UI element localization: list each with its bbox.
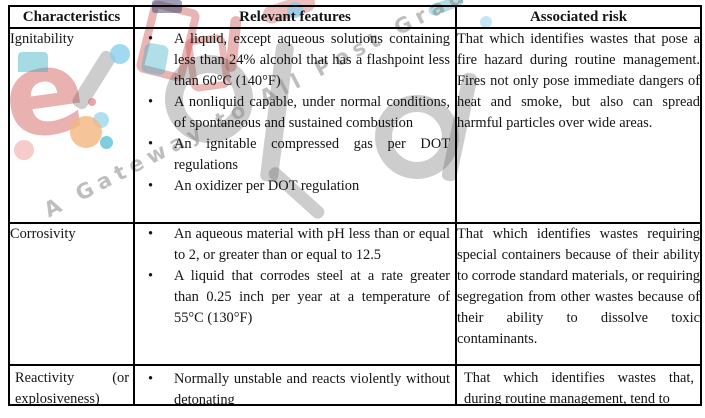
feature-text: An oxidizer per DOT regulation <box>174 178 360 194</box>
feature-text: An aqueous material with pH less than or… <box>174 226 450 263</box>
feature-text: An ignitable compressed gas per DOT regu… <box>174 136 450 173</box>
bullet-icon: • <box>148 136 154 152</box>
feature-item: • An ignitable compressed gas per DOT re… <box>135 134 455 176</box>
characteristic-text: Reactivity (or explosiveness) <box>15 370 129 404</box>
feature-text: Normally unstable and reacts violently w… <box>174 371 450 404</box>
risk-cell: That which identifies wastes that, durin… <box>455 364 702 406</box>
feature-item: • Normally unstable and reacts violently… <box>135 369 455 404</box>
feature-text: A liquid, except aqueous solutions conta… <box>174 31 450 89</box>
risk-cell: That which identifies wastes that pose a… <box>455 27 702 224</box>
feature-item: • A nonliquid capable, under normal cond… <box>135 92 455 134</box>
feature-item: • A liquid that corrodes steel at a rate… <box>135 266 455 329</box>
column-header-characteristics: Characteristics <box>8 5 135 29</box>
table-row-corrosivity: Corrosivity • An aqueous material with p… <box>8 222 702 366</box>
feature-item: • An aqueous material with pH less than … <box>135 224 455 266</box>
bullet-icon: • <box>148 268 154 284</box>
feature-item: • A liquid, except aqueous solutions con… <box>135 29 455 92</box>
bullet-icon: • <box>148 178 154 194</box>
features-cell: • A liquid, except aqueous solutions con… <box>133 27 457 224</box>
header-row: Characteristics Relevant features Associ… <box>8 5 702 29</box>
column-header-relevant-features: Relevant features <box>133 5 457 29</box>
table-row-ignitability: Ignitability • A liquid, except aqueous … <box>8 27 702 224</box>
characteristic-cell: Corrosivity <box>8 222 135 366</box>
characteristic-cell: Reactivity (or explosiveness) <box>8 364 135 406</box>
characteristics-table: Characteristics Relevant features Associ… <box>8 5 702 406</box>
column-header-associated-risk: Associated risk <box>455 5 702 29</box>
features-cell: • An aqueous material with pH less than … <box>133 222 457 366</box>
bullet-icon: • <box>148 94 154 110</box>
characteristic-cell: Ignitability <box>8 27 135 224</box>
features-cell: • Normally unstable and reacts violently… <box>133 364 457 406</box>
bullet-icon: • <box>148 371 154 387</box>
feature-text: A nonliquid capable, under normal condit… <box>174 94 450 131</box>
risk-text: That which identifies wastes that, durin… <box>464 370 694 404</box>
risk-cell: That which identifies wastes requiring s… <box>455 222 702 366</box>
table-row-reactivity: Reactivity (or explosiveness) • Normally… <box>8 364 702 406</box>
bullet-icon: • <box>148 31 154 47</box>
feature-text: A liquid that corrodes steel at a rate g… <box>174 268 450 326</box>
bullet-icon: • <box>148 226 154 242</box>
feature-item: • An oxidizer per DOT regulation <box>135 176 455 197</box>
